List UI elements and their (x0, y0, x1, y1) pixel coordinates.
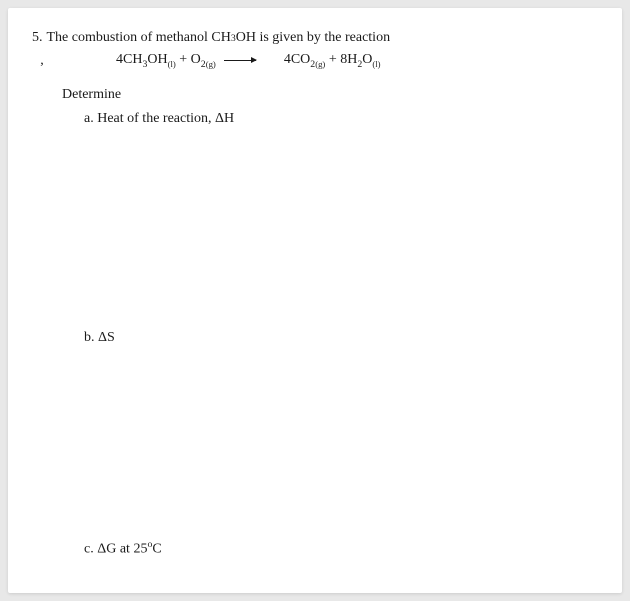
eq-plus: + O (176, 52, 201, 67)
eq-state: (l) (372, 58, 380, 68)
part-c-suffix: at 25 (116, 542, 147, 557)
eq-mid: OH (147, 52, 167, 67)
eq-state: (g) (206, 58, 216, 68)
prompt-text-2: OH is given by the reaction (236, 28, 390, 48)
reaction-equation: , 4CH3OH(l) + O2(g) 4CO2(g) + 8H2O(l) (32, 50, 598, 72)
part-c-label: c. (84, 542, 97, 557)
eq-mid: O (362, 52, 372, 67)
part-c-symbol: ΔG (97, 542, 116, 557)
line-mark: , (32, 51, 52, 71)
eq-coef: 4CH (116, 52, 142, 67)
equation-left: 4CH3OH(l) + O2(g) (116, 50, 216, 72)
part-c-unit: C (152, 542, 161, 557)
part-b-symbol: ΔS (98, 330, 115, 345)
part-b: b. ΔS (84, 328, 598, 348)
part-a-symbol: ΔH (215, 111, 234, 126)
prompt-text-1: The combustion of methanol CH (47, 28, 231, 48)
eq-coef: 4CO (284, 52, 310, 67)
determine-label: Determine (62, 85, 598, 105)
eq-state: (g) (315, 58, 325, 68)
eq-plus: + 8H (325, 52, 357, 67)
equation-right: 4CO2(g) + 8H2O(l) (284, 50, 381, 72)
part-a: a. Heat of the reaction, ΔH (84, 109, 598, 129)
question-prompt: 5. The combustion of methanol CH3OH is g… (32, 28, 598, 48)
document-page: 5. The combustion of methanol CH3OH is g… (8, 8, 622, 593)
reaction-arrow-icon (220, 51, 260, 71)
part-a-label: a. Heat of the reaction, (84, 111, 215, 126)
part-b-label: b. (84, 330, 98, 345)
question-number: 5. (32, 28, 43, 48)
part-c: c. ΔG at 25oC (84, 538, 598, 559)
eq-state: (l) (168, 58, 176, 68)
